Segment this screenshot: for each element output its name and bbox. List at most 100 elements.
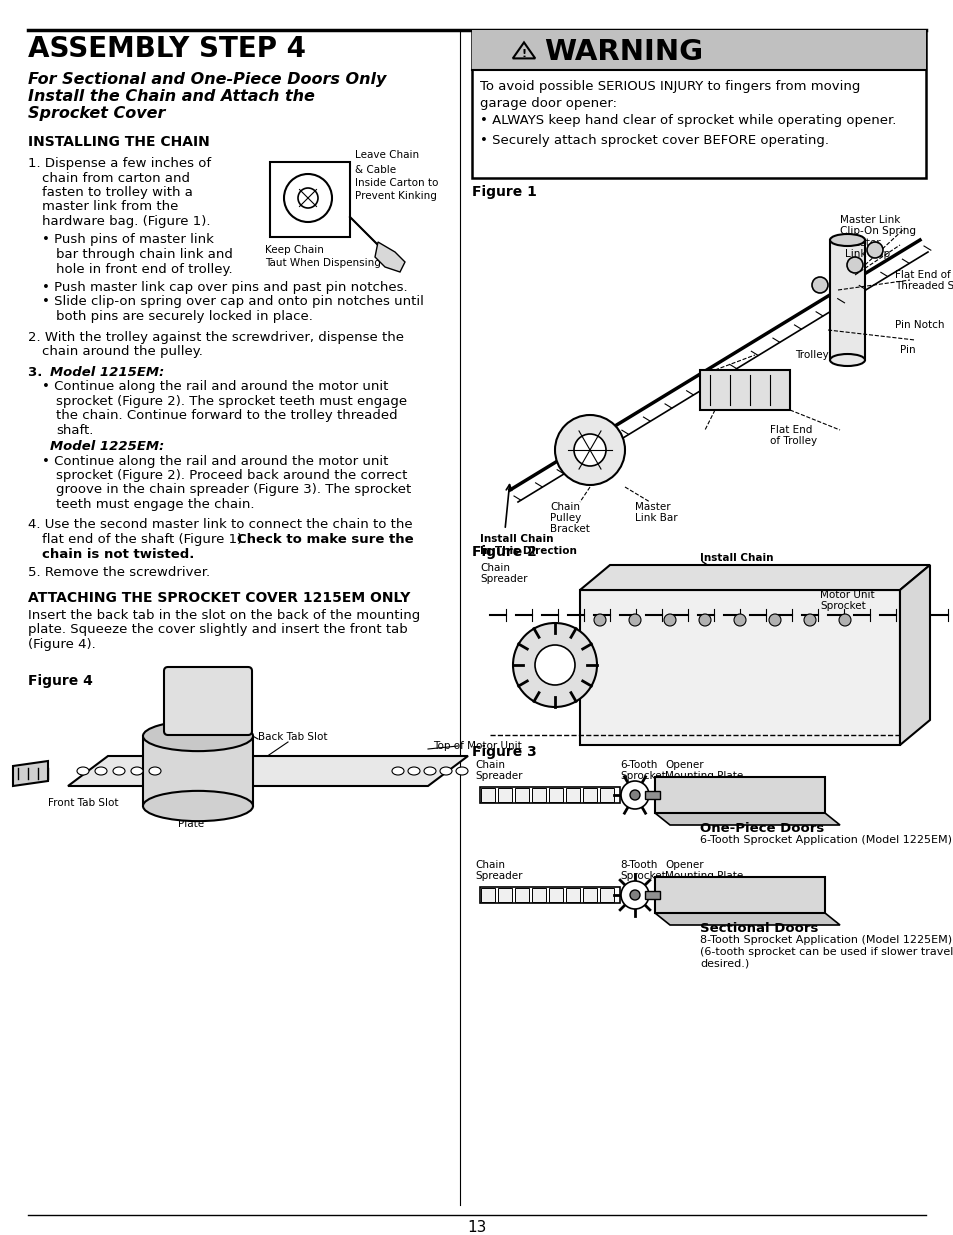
Text: To avoid possible SERIOUS INJURY to fingers from moving: To avoid possible SERIOUS INJURY to fing… [479,80,860,93]
Text: of Trolley: of Trolley [769,436,817,446]
Ellipse shape [149,767,161,776]
Ellipse shape [408,767,419,776]
Text: Mounting: Mounting [178,808,227,818]
Text: 6-Tooth: 6-Tooth [619,760,657,769]
Text: 2. With the trolley against the screwdriver, dispense the: 2. With the trolley against the screwdri… [28,331,403,343]
Polygon shape [899,564,929,745]
Text: Install the Chain and Attach the: Install the Chain and Attach the [28,89,314,104]
Text: Master: Master [635,501,670,513]
Text: • Push pins of master link: • Push pins of master link [42,233,213,247]
Text: ATTACHING THE SPROCKET COVER 1215EM ONLY: ATTACHING THE SPROCKET COVER 1215EM ONLY [28,590,410,604]
Text: Figure 3: Figure 3 [472,745,537,760]
Bar [532,888,545,902]
Ellipse shape [143,790,253,821]
Bar [479,787,619,803]
Circle shape [866,242,882,258]
Text: Master: Master [844,238,880,248]
Ellipse shape [439,767,452,776]
Ellipse shape [829,233,864,246]
Text: Install Chain: Install Chain [479,534,553,543]
Text: fasten to trolley with a: fasten to trolley with a [42,186,193,199]
Bar [515,888,529,902]
Bar [599,888,614,902]
Text: Mounting Plate: Mounting Plate [664,771,742,781]
Bar [472,30,925,178]
Circle shape [535,645,575,685]
Text: Spreader: Spreader [479,574,527,584]
Bar [532,788,545,802]
Bar [143,736,253,806]
Polygon shape [375,242,405,272]
Bar [644,890,659,899]
Polygon shape [655,913,840,925]
Text: Keep Chain: Keep Chain [265,245,323,254]
Text: Threaded Shaft: Threaded Shaft [894,282,953,291]
Circle shape [594,614,605,626]
Text: Pin: Pin [899,345,915,354]
Text: 5. Remove the screwdriver.: 5. Remove the screwdriver. [28,566,210,579]
Text: Spreader: Spreader [475,871,522,881]
Text: master link from the: master link from the [42,200,178,214]
Text: Sprocket: Sprocket [619,871,665,881]
Bar [515,788,529,802]
Text: Leave Chain: Leave Chain [355,149,418,161]
Bar [644,790,659,799]
Ellipse shape [143,721,253,751]
Text: • Slide clip-on spring over cap and onto pin notches until: • Slide clip-on spring over cap and onto… [42,295,423,309]
Ellipse shape [131,767,143,776]
Text: 1. Dispense a few inches of: 1. Dispense a few inches of [28,157,211,170]
Circle shape [629,890,639,900]
Circle shape [663,614,676,626]
Text: 4. Use the second master link to connect the chain to the: 4. Use the second master link to connect… [28,519,413,531]
Text: Sprocket: Sprocket [619,771,665,781]
Ellipse shape [77,767,89,776]
Text: both pins are securely locked in place.: both pins are securely locked in place. [56,310,313,324]
Text: Check to make sure the: Check to make sure the [236,534,414,546]
Text: Clip-On Spring: Clip-On Spring [840,226,915,236]
Bar [700,370,789,410]
Circle shape [846,257,862,273]
Text: 8-Tooth: 8-Tooth [619,860,657,869]
Text: hardware bag. (Figure 1).: hardware bag. (Figure 1). [42,215,211,228]
Circle shape [838,614,850,626]
Text: Chain: Chain [475,760,504,769]
Bar [479,887,619,903]
Text: INSTALLING THE CHAIN: INSTALLING THE CHAIN [28,135,210,149]
Circle shape [768,614,781,626]
Text: 8-Tooth Sprocket Application (Model 1225EM): 8-Tooth Sprocket Application (Model 1225… [700,935,951,945]
Circle shape [620,781,648,809]
Text: WARNING: WARNING [543,38,702,65]
Text: chain is not twisted.: chain is not twisted. [42,547,194,561]
Bar [497,888,512,902]
Text: Insert the back tab in the slot on the back of the mounting: Insert the back tab in the slot on the b… [28,609,420,622]
Bar [655,777,824,813]
Text: Bracket: Bracket [550,524,589,534]
FancyBboxPatch shape [164,667,252,735]
Circle shape [297,188,317,207]
Bar [565,788,579,802]
Text: Sprocket: Sprocket [190,714,235,724]
Text: Inside Carton to: Inside Carton to [355,178,438,188]
Bar [655,877,824,913]
Text: hole in front end of trolley.: hole in front end of trolley. [56,263,233,275]
Text: Link Bar: Link Bar [635,513,677,522]
Circle shape [803,614,815,626]
Text: & Cable: & Cable [355,165,395,175]
Text: Top of Motor Unit: Top of Motor Unit [433,741,521,751]
Bar [270,162,350,237]
Text: Sprocket: Sprocket [820,601,864,611]
Text: In This Direction: In This Direction [479,546,577,556]
Text: (Figure 4).: (Figure 4). [28,638,95,651]
Text: chain from carton and: chain from carton and [42,172,190,184]
Text: Install Chain: Install Chain [700,553,773,563]
Text: For Sectional and One-Piece Doors Only: For Sectional and One-Piece Doors Only [28,72,386,86]
Ellipse shape [392,767,403,776]
Polygon shape [13,761,48,785]
Text: bar through chain link and: bar through chain link and [56,248,233,261]
Text: sprocket (Figure 2). The sprocket teeth must engage: sprocket (Figure 2). The sprocket teeth … [56,394,407,408]
Text: • Push master link cap over pins and past pin notches.: • Push master link cap over pins and pas… [42,282,407,294]
Text: (6-tooth sprocket can be used if slower travel speed is: (6-tooth sprocket can be used if slower … [700,947,953,957]
Text: Pin Notch: Pin Notch [894,320,943,330]
Text: Chain: Chain [475,860,504,869]
Circle shape [699,614,710,626]
